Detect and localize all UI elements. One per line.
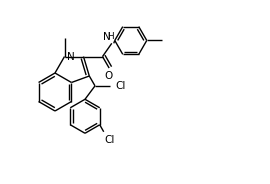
- Text: H: H: [107, 32, 114, 41]
- Text: N: N: [103, 32, 111, 42]
- Text: Cl: Cl: [115, 81, 125, 91]
- Text: O: O: [104, 71, 112, 81]
- Text: N: N: [66, 52, 74, 61]
- Text: Cl: Cl: [105, 135, 115, 145]
